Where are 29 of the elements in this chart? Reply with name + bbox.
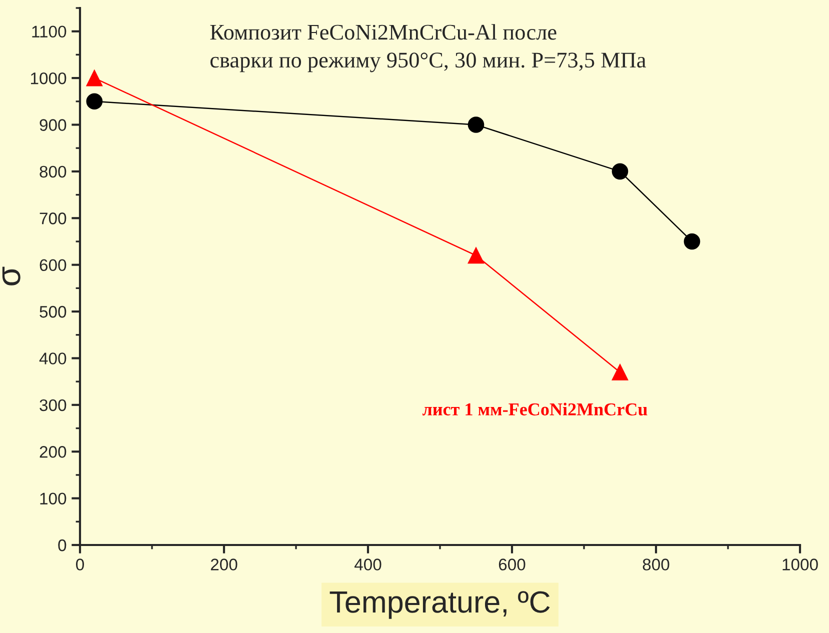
y-tick-label: 800 [40, 166, 66, 178]
x-tick-label: 400 [354, 558, 382, 570]
point [468, 247, 484, 264]
point [684, 233, 700, 250]
x-axis-title: Temperature, ºC [330, 591, 550, 619]
x-tick-label: 0 [76, 558, 84, 570]
point [86, 70, 103, 86]
y-tick-label: 900 [40, 119, 66, 131]
series-label: Композит FeCoNi2MnCrCu-Al после сварки по режиму 950°С, 30 мин. P=73,5 МПа [210, 24, 646, 72]
y-axis-title: σ [2, 266, 20, 286]
point [612, 163, 628, 180]
y-tick-label: 100 [40, 492, 66, 505]
y-tick-label: 400 [39, 352, 66, 364]
x-tick-label: 200 [210, 558, 238, 570]
y-tick-label: 500 [40, 306, 66, 318]
point [612, 364, 628, 380]
y-tick-label: 0 [58, 539, 66, 552]
series-label: лист 1 мм-FeCoNi2MnCrCu [422, 402, 648, 416]
x-tick-label: 800 [642, 558, 670, 570]
x-tick-label: 600 [498, 558, 526, 570]
y-tick-label: 700 [40, 212, 66, 224]
point [468, 116, 484, 133]
y-tick-label: 300 [40, 399, 66, 412]
x-tick-label: 1000 [782, 558, 818, 570]
point [86, 93, 103, 110]
y-tick-label: 200 [40, 446, 66, 458]
y-tick-label: 600 [40, 259, 66, 272]
y-tick-label: 1000 [31, 72, 66, 84]
y-tick-label: 1100 [32, 26, 66, 38]
